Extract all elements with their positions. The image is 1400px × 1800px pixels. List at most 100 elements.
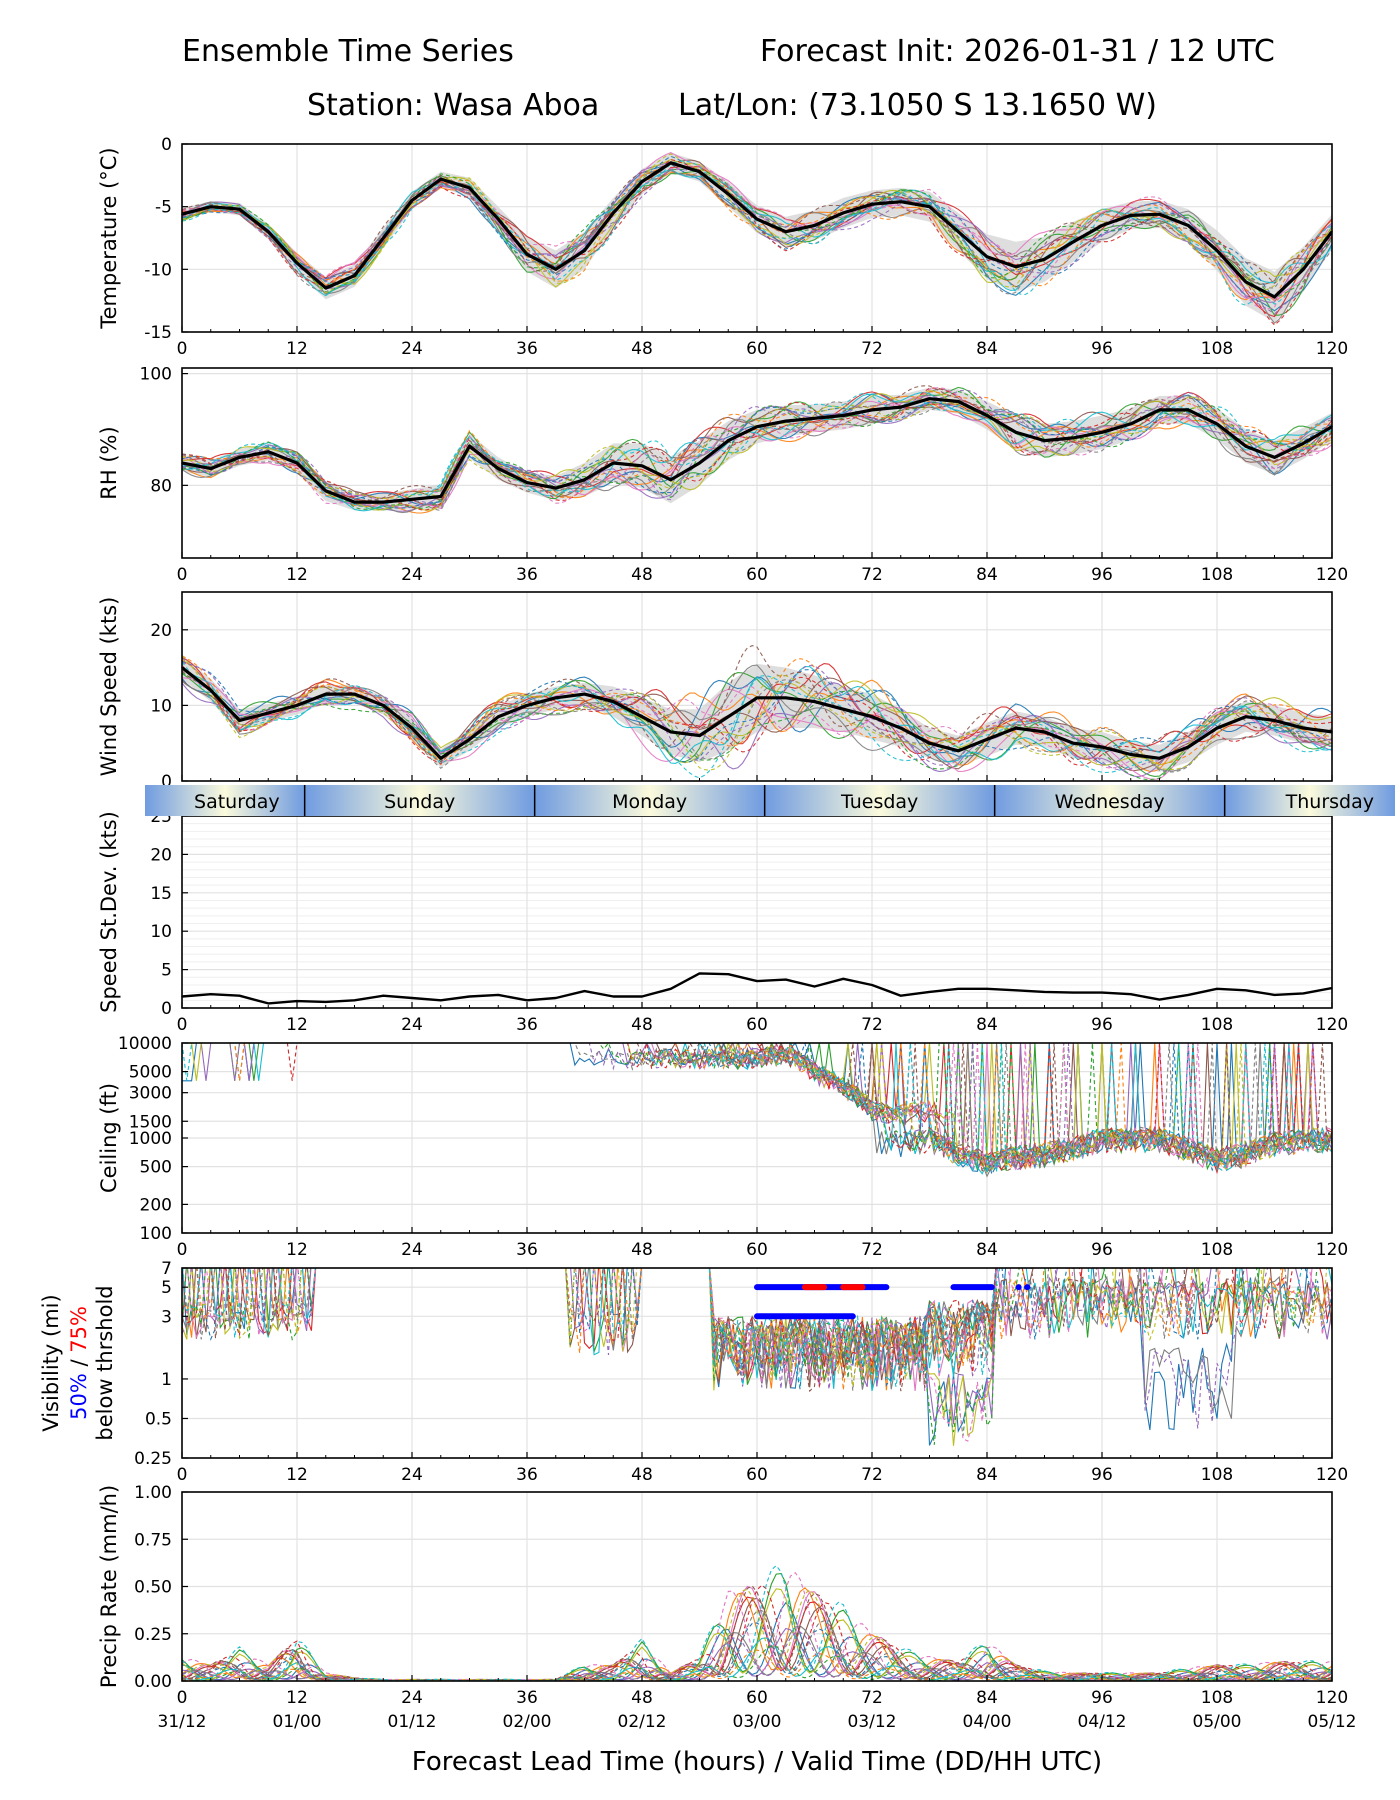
x-tick-label: 24 [401,565,423,585]
y-tick-label: -10 [144,260,172,280]
precip-member-line [182,1564,1332,1681]
speed_stdev-mean-point [468,995,471,998]
temperature-mean-point [899,200,902,203]
wind_speed-member-line [182,657,1332,773]
valid-time-label: 01/12 [388,1712,437,1732]
x-tick-label: 84 [976,339,998,359]
speed_stdev-mean-point [411,997,413,999]
x-tick-label: 96 [1091,1240,1113,1260]
speed_stdev-mean-point [1216,988,1218,990]
y-tick-label: 15 [150,884,172,904]
visibility-member-line [210,1268,1332,1392]
x-tick-label: 36 [516,565,538,585]
ceiling-member-line [182,1043,1332,1171]
temperature-mean-point [1244,281,1247,283]
rh-member-line [182,391,1332,508]
wind_speed-mean-point [324,693,327,695]
valid-time-label: 02/12 [618,1712,667,1732]
wind_speed-mean-point [1014,727,1017,729]
plot-layer [181,151,1333,1681]
x-tick-label: 0 [177,339,188,359]
rh-mean-point [468,445,471,448]
x-tick-label: 72 [861,1688,883,1708]
x-tick-label: 72 [861,565,883,585]
wind_speed-member-line [182,665,1332,766]
temperature-mean-point [209,205,212,208]
rh-mean-point [1244,445,1247,448]
speed_stdev-mean-point [1101,991,1103,994]
speed_stdev-mean-point [1072,991,1075,994]
y-tick-label: 200 [140,1195,172,1215]
precip-ylabel: Precip Rate (mm/h) [97,1485,121,1688]
x-tick-label: 108 [1201,1465,1233,1485]
speed_stdev-mean-point [554,997,557,999]
x-tick-label: 0 [177,565,188,585]
day-label: Monday [612,791,687,813]
visibility-member-line [191,1268,1332,1390]
x-tick-label: 60 [746,565,768,585]
speed_stdev-mean-point [957,988,960,990]
speed_stdev-mean-point [1129,993,1132,995]
temperature-mean-point [1158,213,1161,215]
temperature-mean-point [353,274,356,277]
wind_speed-mean-point [296,704,298,707]
x-tick-label: 60 [746,1688,768,1708]
temperature-mean-point [554,268,557,271]
day-label: Sunday [384,791,455,813]
rh-mean-point [1187,409,1190,411]
x-tick-label: 60 [746,1240,768,1260]
temperature-mean-point [1043,258,1046,261]
rh-mean-point [324,490,327,492]
speed_stdev-mean-point [612,995,615,998]
wind_speed-mean-point [411,727,413,729]
visibility-member-line [201,1268,1332,1425]
valid-time-label: 05/12 [1308,1712,1357,1732]
speed_stdev-mean-point [1244,989,1247,992]
speed_stdev-mean-point [641,995,643,998]
grid-layer [181,143,1333,1682]
temperature-mean-point [813,224,816,227]
valid-time-label: 04/12 [1078,1712,1127,1732]
rh-mean-point [353,501,356,503]
rh-mean-point [871,409,873,411]
speed_stdev-mean-point [986,988,988,990]
speed_stdev-mean-point [813,985,816,988]
wind_speed-member-line [182,661,1332,779]
wind_speed-mean-point [698,734,701,737]
wind_speed-mean-point [784,697,787,699]
temperature-frame [181,143,1333,333]
speed_stdev-mean-point [382,994,385,997]
rh-mean-point [296,462,298,464]
speed_stdev-mean-point [238,994,241,997]
x-tick-label: 120 [1316,1465,1348,1485]
rh-mean-point [698,462,701,464]
x-tick-label: 84 [976,1015,998,1035]
rh-mean-point [1302,442,1305,445]
visibility-member-line [186,1268,1313,1391]
ceiling-member-line [182,1043,1332,1172]
visibility-ylabel: Visibility (mi) [39,1294,63,1431]
temperature-mean-point [1187,224,1190,227]
day-band-segment [145,785,305,816]
temperature-mean-point [411,199,413,202]
x-tick-label: 84 [976,1465,998,1485]
valid-time-label: 05/00 [1193,1712,1242,1732]
y-tick-label: -5 [155,198,172,218]
rh-mean-point [957,400,960,403]
speed_stdev-mean-point [899,994,902,997]
wind_speed-mean-point [439,757,442,760]
day-label: Thursday [1285,791,1374,813]
x-tick-label: 72 [861,1015,883,1035]
y-tick-label: 0 [161,772,172,792]
figure-title: Ensemble Time Series [182,34,514,69]
temperature-mean-point [497,218,500,220]
speed_stdev-mean-point [928,991,931,993]
temperature-member-line [182,170,1332,316]
station-name: Station: Wasa Aboa [307,88,600,123]
wind_speed-mean-point [727,715,730,718]
x-tick-label: 108 [1201,1240,1233,1260]
y-tick-label: 0 [161,999,172,1019]
rh-mean-point [526,481,528,484]
temperature-mean-point [1302,268,1305,271]
ceiling-members [182,1043,1332,1178]
